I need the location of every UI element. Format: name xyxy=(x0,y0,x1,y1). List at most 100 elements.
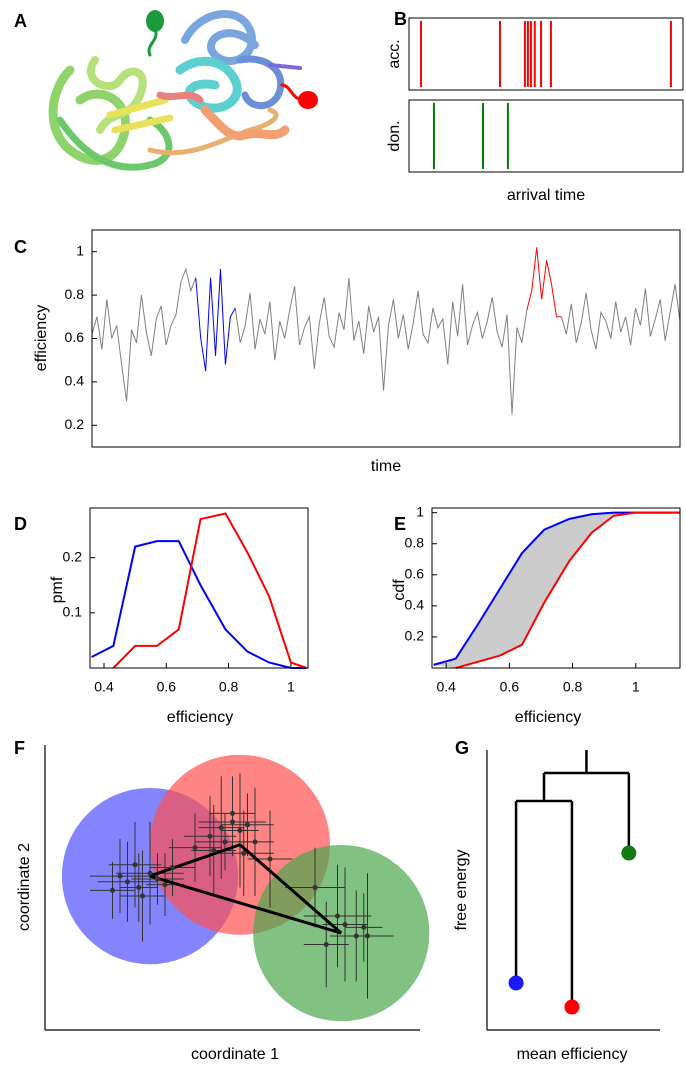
y-axis-label: cdf xyxy=(391,579,408,601)
state xyxy=(621,845,637,861)
raster-frame xyxy=(408,17,684,91)
point xyxy=(192,845,198,851)
y-tick-label: 0.6 xyxy=(65,329,85,345)
x-tick-label: 0.4 xyxy=(436,679,456,695)
plot-frame xyxy=(91,229,681,448)
loop xyxy=(156,91,204,104)
point xyxy=(245,822,250,828)
point xyxy=(361,924,367,930)
row-label: don. xyxy=(386,120,403,151)
panel-letter: C xyxy=(14,237,27,257)
row-label: acc. xyxy=(386,39,403,68)
area-between xyxy=(433,512,680,668)
y-tick-label: 1 xyxy=(416,503,424,519)
protein-structure xyxy=(48,10,318,171)
point xyxy=(353,933,359,939)
helix xyxy=(236,55,285,110)
x-tick-label: 0.6 xyxy=(157,679,177,695)
point xyxy=(312,885,318,890)
y-tick-label: 0.2 xyxy=(63,548,83,564)
point xyxy=(230,810,235,816)
x-tick-label: 0.8 xyxy=(563,679,583,695)
point xyxy=(230,819,235,825)
strand xyxy=(106,96,174,134)
y-axis-label: efficiency xyxy=(33,305,50,371)
acceptor-dye xyxy=(298,91,318,109)
y-axis-label: free energy xyxy=(453,850,470,931)
x-tick-label: 1 xyxy=(287,679,295,695)
x-axis-label: time xyxy=(371,458,401,475)
point xyxy=(207,833,213,839)
point xyxy=(211,847,217,853)
point xyxy=(267,856,273,862)
y-axis-label: pmf xyxy=(49,576,66,603)
point xyxy=(335,913,340,919)
helix xyxy=(200,105,290,141)
point xyxy=(170,865,175,871)
data-line xyxy=(112,512,307,669)
data-line xyxy=(195,269,236,372)
point xyxy=(147,870,153,876)
point xyxy=(218,825,224,831)
point xyxy=(222,839,228,845)
plot-frame xyxy=(89,507,309,669)
plot-frame xyxy=(431,507,681,669)
x-axis-label: efficiency xyxy=(515,709,581,726)
y-tick-label: 0.2 xyxy=(65,416,85,432)
x-axis-label: arrival time xyxy=(507,187,585,204)
y-tick-label: 0.1 xyxy=(63,604,83,620)
point xyxy=(117,873,123,879)
data-line xyxy=(91,267,681,415)
point xyxy=(323,942,329,947)
point xyxy=(136,885,142,890)
panel-letter: A xyxy=(14,11,27,31)
y-tick-label: 0.2 xyxy=(405,628,425,644)
panel-letter: G xyxy=(455,738,469,758)
point xyxy=(155,876,160,882)
linker xyxy=(280,83,302,101)
y-tick-label: 0.4 xyxy=(405,597,425,613)
helix xyxy=(56,116,173,171)
x-axis-label: coordinate 1 xyxy=(191,1046,279,1063)
y-axis-label: coordinate 2 xyxy=(16,843,33,931)
data-line xyxy=(91,540,307,669)
panel-letter: E xyxy=(394,514,406,534)
transition-path xyxy=(149,843,241,878)
helix xyxy=(181,10,259,65)
loop xyxy=(268,63,302,70)
data-line xyxy=(455,511,680,669)
point xyxy=(342,922,348,928)
point xyxy=(237,828,243,833)
point xyxy=(125,879,130,885)
point xyxy=(140,893,145,899)
y-tick-label: 1 xyxy=(76,242,84,258)
data-line xyxy=(433,511,680,666)
x-tick-label: 0.8 xyxy=(219,679,239,695)
donor-dye xyxy=(146,10,164,32)
point xyxy=(252,839,258,845)
panel-letter: D xyxy=(14,514,27,534)
raster-frame xyxy=(408,99,684,173)
point xyxy=(162,882,168,888)
point xyxy=(132,862,138,868)
x-axis-label: mean efficiency xyxy=(517,1046,628,1063)
y-tick-label: 0.8 xyxy=(65,286,85,302)
x-tick-label: 0.4 xyxy=(94,679,114,695)
x-axis-label: efficiency xyxy=(167,709,233,726)
data-line xyxy=(526,247,562,318)
transition-path xyxy=(149,874,342,935)
helix xyxy=(175,56,242,113)
point xyxy=(110,887,115,893)
transition-path xyxy=(239,843,343,935)
y-tick-label: 0.8 xyxy=(405,534,425,550)
x-tick-label: 0.6 xyxy=(500,679,520,695)
y-tick-label: 0.6 xyxy=(405,565,425,581)
panel-letter: F xyxy=(14,738,25,758)
point xyxy=(241,850,247,856)
x-tick-label: 1 xyxy=(632,679,640,695)
linker xyxy=(147,28,158,57)
point xyxy=(365,933,370,939)
state xyxy=(564,999,580,1015)
